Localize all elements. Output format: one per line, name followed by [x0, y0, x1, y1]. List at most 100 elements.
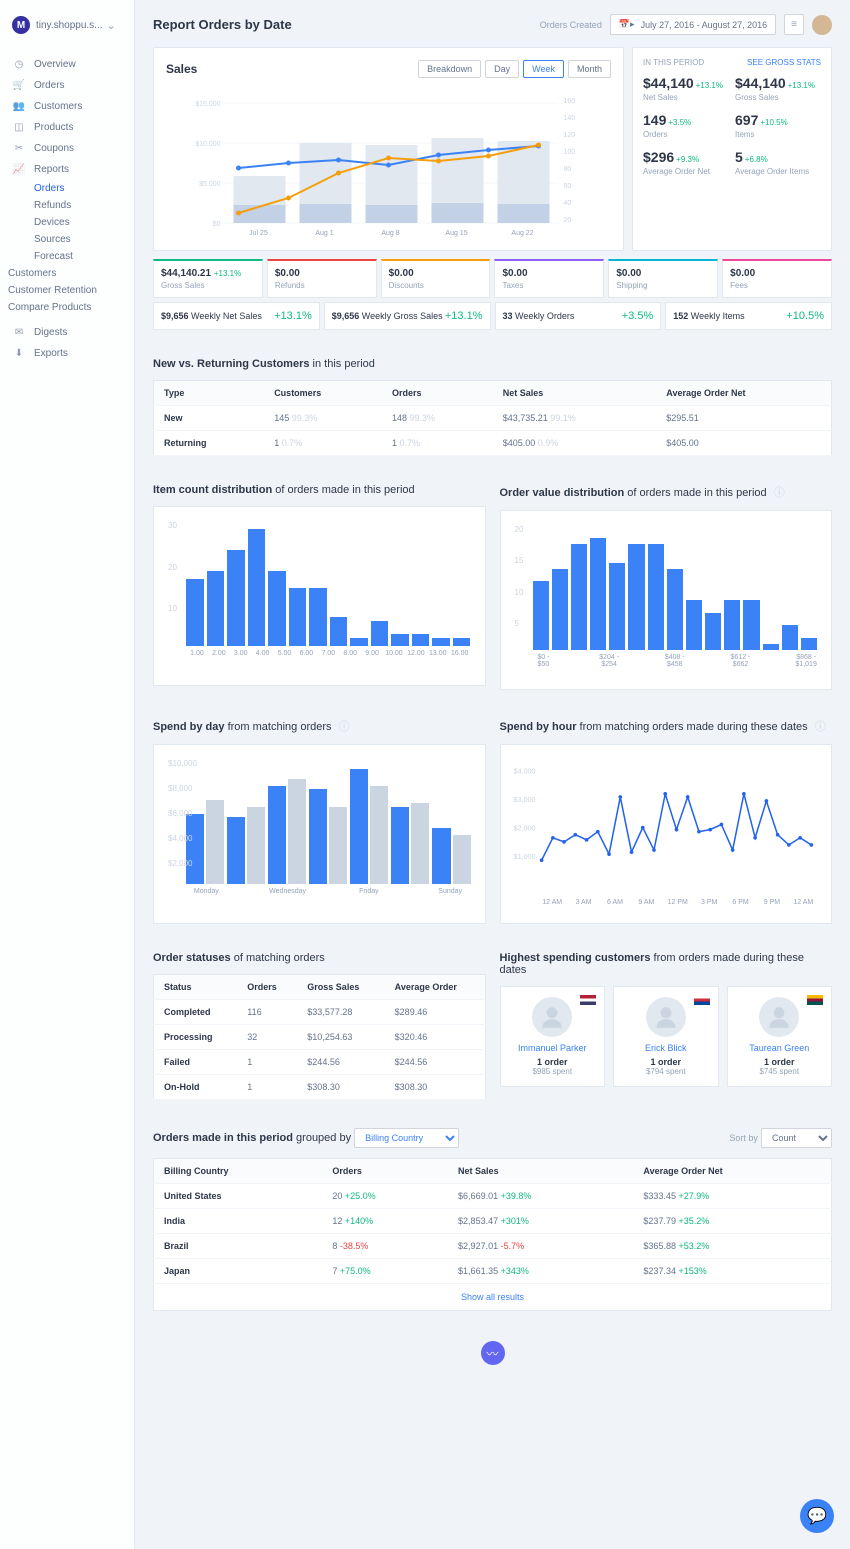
stat-strip: $44,140.21 +13.1%Gross Sales$0.00 Refund…: [153, 259, 832, 298]
customer-card[interactable]: Taurean Green1 order$745 spent: [727, 986, 833, 1087]
statuses-table: StatusOrdersGross SalesAverage OrderComp…: [153, 974, 486, 1100]
tab-day[interactable]: Day: [485, 60, 519, 78]
spend-hour-section: Spend by hour from matching orders made …: [500, 718, 833, 924]
nav-sub-customer-retention[interactable]: Customer Retention: [8, 282, 134, 299]
user-avatar[interactable]: [812, 15, 832, 35]
item-dist-chart: 302010 1.002.003.004.005.006.007.008.009…: [153, 506, 486, 686]
menu-icon[interactable]: ≡: [784, 14, 804, 35]
svg-text:100: 100: [564, 149, 576, 156]
country-table: Billing CountryOrdersNet SalesAverage Or…: [153, 1158, 832, 1284]
nav-coupons[interactable]: ✂Coupons: [0, 138, 134, 159]
spend-day-section: Spend by day from matching orders ⓘ $10,…: [153, 718, 486, 924]
nav-sub-orders[interactable]: Orders: [34, 180, 134, 197]
nav-orders[interactable]: 🛒Orders: [0, 75, 134, 96]
svg-text:$3,000: $3,000: [513, 796, 535, 804]
metric-orders: 149+3.5%Orders: [643, 112, 729, 139]
metric-items: 697+10.5%Items: [735, 112, 821, 139]
sales-title: Sales: [166, 62, 197, 76]
stat-gross-sales[interactable]: $44,140.21 +13.1%Gross Sales: [153, 259, 263, 298]
metric-net-sales: $44,140+13.1%Net Sales: [643, 75, 729, 102]
period-card: IN THIS PERIOD SEE GROSS STATS $44,140+1…: [632, 47, 832, 251]
value-dist-chart: 2015105 $0 - $50$204 - $254$408 - $458$6…: [500, 510, 833, 690]
main-content: Report Orders by Date Orders Created 📅▸ …: [135, 0, 850, 1549]
nav-sub-customers[interactable]: Customers: [8, 265, 134, 282]
footer-icon: 〰: [153, 1341, 832, 1365]
tab-week[interactable]: Week: [523, 60, 564, 78]
see-gross-link[interactable]: SEE GROSS STATS: [747, 58, 821, 67]
stat-refunds[interactable]: $0.00 Refunds: [267, 259, 377, 298]
nav-sub-devices[interactable]: Devices: [34, 214, 134, 231]
sort-by-select[interactable]: Count: [761, 1128, 832, 1148]
svg-text:160: 160: [564, 98, 576, 105]
site-selector[interactable]: M tiny.shoppu.s... ⌄: [0, 10, 134, 40]
svg-text:$0: $0: [213, 221, 221, 228]
stat-fees[interactable]: $0.00 Fees: [722, 259, 832, 298]
nav-digests[interactable]: ✉Digests: [0, 322, 134, 343]
svg-text:140: 140: [564, 115, 576, 122]
nav-products[interactable]: ◫Products: [0, 117, 134, 138]
period-label: IN THIS PERIOD: [643, 58, 704, 67]
info-icon[interactable]: ⓘ: [774, 487, 785, 499]
svg-text:$10,000: $10,000: [195, 141, 220, 148]
weekly-strip: $9,656 Weekly Net Sales+13.1%$9,656 Week…: [153, 302, 832, 330]
weekly-weekly-items: 152 Weekly Items+10.5%: [665, 302, 832, 330]
customer-card[interactable]: Erick Blick1 order$794 spent: [613, 986, 719, 1087]
sidebar: M tiny.shoppu.s... ⌄ ◷Overview🛒Orders👥Cu…: [0, 0, 135, 1549]
top-customers-section: Highest spending customers from orders m…: [500, 952, 833, 1100]
svg-text:$2,000: $2,000: [513, 825, 535, 833]
chevron-down-icon: ⌄: [107, 19, 116, 32]
group-by-select[interactable]: Billing Country: [354, 1128, 459, 1148]
sales-card: Sales BreakdownDayWeekMonth $15,000 $10,0…: [153, 47, 624, 251]
stat-shipping[interactable]: $0.00 Shipping: [608, 259, 718, 298]
site-avatar: M: [12, 16, 30, 34]
metric-average-order-items: 5+6.8%Average Order Items: [735, 149, 821, 176]
page-title: Report Orders by Date: [153, 17, 292, 32]
nav-sub-sources[interactable]: Sources: [34, 231, 134, 248]
svg-text:$4,000: $4,000: [513, 767, 535, 775]
date-range-selector[interactable]: 📅▸ July 27, 2016 - August 27, 2016: [610, 14, 776, 35]
nav-sub-compare-products[interactable]: Compare Products: [8, 299, 134, 316]
svg-text:$1,000: $1,000: [513, 853, 535, 861]
topbar: Report Orders by Date Orders Created 📅▸ …: [153, 14, 832, 35]
nvr-section: New vs. Returning Customers in this peri…: [153, 358, 832, 456]
metric-average-order-net: $296+9.3%Average Order Net: [643, 149, 729, 176]
svg-text:40: 40: [564, 200, 572, 207]
metric-gross-sales: $44,140+13.1%Gross Sales: [735, 75, 821, 102]
svg-text:120: 120: [564, 132, 576, 139]
svg-text:Aug 22: Aug 22: [511, 230, 533, 237]
nav-overview[interactable]: ◷Overview: [0, 54, 134, 75]
by-country-section: Orders made in this period grouped by Bi…: [153, 1128, 832, 1311]
site-name: tiny.shoppu.s...: [36, 20, 103, 31]
nav-sub-refunds[interactable]: Refunds: [34, 197, 134, 214]
tab-breakdown[interactable]: Breakdown: [418, 60, 481, 78]
tab-month[interactable]: Month: [568, 60, 611, 78]
item-dist-section: Item count distribution of orders made i…: [153, 484, 486, 690]
calendar-icon: 📅▸: [619, 19, 635, 30]
svg-text:60: 60: [564, 183, 572, 190]
nav-sub-forecast[interactable]: Forecast: [34, 248, 134, 265]
statuses-section: Order statuses of matching orders Status…: [153, 952, 486, 1100]
svg-text:20: 20: [564, 217, 572, 224]
nav-customers[interactable]: 👥Customers: [0, 96, 134, 117]
customer-card[interactable]: Immanuel Parker1 order$985 spent: [500, 986, 606, 1087]
weekly-weekly-gross-sales: $9,656 Weekly Gross Sales+13.1%: [324, 302, 491, 330]
svg-text:$15,000: $15,000: [195, 101, 220, 108]
svg-text:$5,000: $5,000: [199, 181, 221, 188]
value-dist-section: Order value distribution of orders made …: [500, 484, 833, 690]
stat-discounts[interactable]: $0.00 Discounts: [381, 259, 491, 298]
nav-reports[interactable]: 📈Reports: [0, 159, 134, 180]
stat-taxes[interactable]: $0.00 Taxes: [494, 259, 604, 298]
date-range-text: July 27, 2016 - August 27, 2016: [641, 20, 768, 30]
info-icon[interactable]: ⓘ: [815, 721, 826, 733]
sales-chart: $15,000$10,000$5,000$0160140120100806040…: [166, 88, 611, 238]
sales-tabs: BreakdownDayWeekMonth: [418, 60, 611, 78]
svg-text:Aug 1: Aug 1: [315, 230, 333, 237]
show-all-link[interactable]: Show all results: [153, 1284, 832, 1311]
spend-day-chart: $10,000$8,000$6,000$4,000$2,000 MondayWe…: [153, 744, 486, 924]
orders-created-label: Orders Created: [540, 20, 602, 30]
svg-text:Aug 15: Aug 15: [445, 230, 467, 237]
chat-fab[interactable]: 💬: [800, 1499, 834, 1533]
info-icon[interactable]: ⓘ: [339, 721, 350, 733]
weekly-weekly-orders: 33 Weekly Orders+3.5%: [495, 302, 662, 330]
nav-exports[interactable]: ⬇Exports: [0, 343, 134, 364]
